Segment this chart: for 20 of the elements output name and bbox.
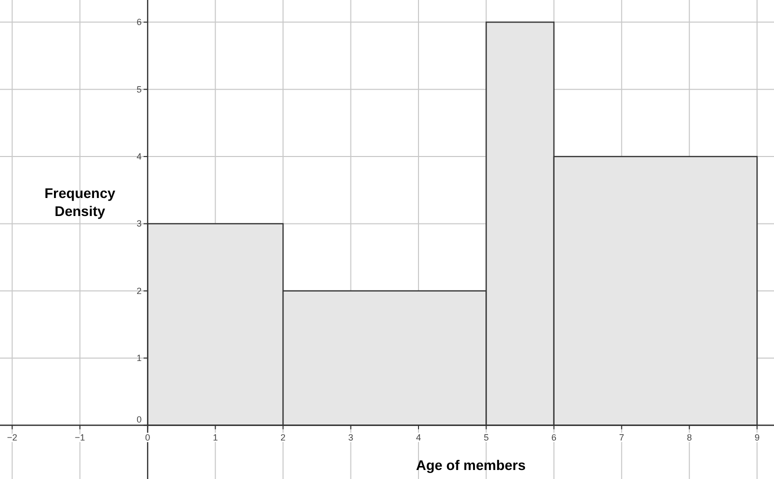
x-tick-label: −1	[74, 432, 86, 442]
x-tick-label: 2	[280, 432, 286, 442]
x-tick-label: 3	[348, 432, 354, 442]
y-tick-label: 3	[136, 218, 142, 229]
y-tick-label: 0	[136, 414, 142, 424]
x-axis-title: Age of members	[416, 457, 526, 473]
y-tick-label: 4	[136, 152, 142, 162]
x-tick-label: 4	[416, 432, 421, 442]
y-tick-label: 6	[136, 17, 142, 28]
x-tick-label: 8	[686, 432, 692, 442]
x-tick-label: 1	[212, 432, 218, 442]
y-tick-label: 2	[136, 286, 142, 296]
x-tick-label: 7	[619, 432, 624, 442]
x-tick-label: 6	[551, 432, 556, 442]
y-tick-label: 1	[136, 353, 142, 364]
x-tick-label: 9	[754, 432, 760, 442]
y-tick-label: 5	[136, 84, 142, 94]
x-tick-label: 5	[484, 432, 489, 442]
y-axis-title: Frequency Density	[44, 184, 116, 219]
x-tick-label: −2	[7, 432, 18, 442]
